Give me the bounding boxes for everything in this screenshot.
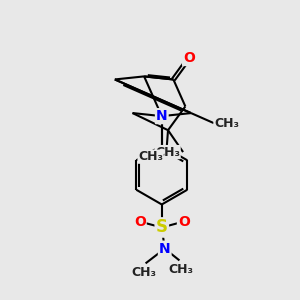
Text: N: N bbox=[156, 109, 168, 123]
Text: N: N bbox=[159, 242, 170, 256]
Text: O: O bbox=[178, 214, 190, 229]
Text: CH₃: CH₃ bbox=[155, 146, 180, 159]
Text: O: O bbox=[183, 51, 195, 65]
Text: CH₃: CH₃ bbox=[214, 117, 239, 130]
Text: CH₃: CH₃ bbox=[132, 266, 157, 279]
Text: CH₃: CH₃ bbox=[138, 150, 163, 163]
Text: CH₃: CH₃ bbox=[168, 263, 194, 276]
Text: O: O bbox=[134, 214, 146, 229]
Text: S: S bbox=[156, 218, 168, 236]
